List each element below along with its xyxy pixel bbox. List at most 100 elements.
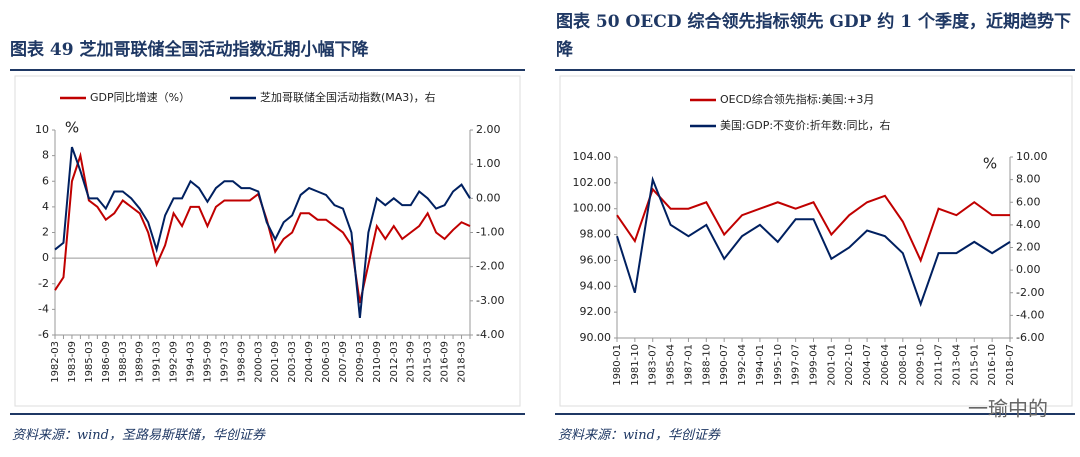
- y-tick-label: 1.00: [476, 157, 501, 170]
- x-tick-label: 1997-07: [791, 344, 802, 386]
- y-tick-label: -2.00: [1016, 286, 1044, 299]
- x-tick-label: 2006-04: [880, 344, 891, 386]
- y-tick-label: -6.00: [1016, 331, 1044, 344]
- y-tick-label: 96.00: [580, 253, 612, 266]
- x-tick-label: 2016-09: [440, 341, 451, 383]
- y-tick-label: 8: [42, 149, 49, 162]
- y-tick-label: 102.00: [573, 176, 612, 189]
- x-tick-label: 1994-03: [186, 341, 197, 383]
- x-tick-label: 2007-09: [338, 341, 349, 383]
- x-tick-label: 1995-10: [773, 344, 784, 386]
- x-tick-label: 2001-01: [826, 344, 837, 386]
- frame: [559, 75, 1073, 407]
- x-tick-label: 1991-03: [152, 341, 163, 383]
- y-tick-label: 0.00: [1016, 263, 1041, 276]
- y-tick-label: 98.00: [580, 228, 612, 241]
- x-tick-label: 2001-09: [270, 341, 281, 383]
- x-tick-label: 2004-07: [862, 344, 873, 386]
- y-tick-label: 4: [42, 200, 49, 213]
- x-tick-label: 2011-07: [934, 344, 945, 386]
- legend-label: OECD综合领先指标:美国:+3月: [720, 92, 874, 106]
- x-tick-label: 1988-10: [701, 344, 712, 386]
- y-tick-label: 6: [42, 174, 49, 187]
- x-tick-label: 1983-09: [67, 341, 78, 383]
- x-tick-label: 2009-10: [916, 344, 927, 386]
- source: 资料来源：wind，圣路易斯联储，华创证券: [12, 428, 265, 443]
- x-tick-label: 1997-03: [219, 341, 230, 383]
- x-tick-label: 1980-01: [612, 344, 623, 386]
- y-tick-label: 8.00: [1016, 173, 1041, 186]
- x-tick-label: 2018-03: [457, 341, 468, 383]
- x-tick-label: 1982-03: [50, 341, 61, 383]
- y-tick-label: 0.00: [476, 191, 501, 204]
- y-tick-label: -2.00: [476, 260, 504, 273]
- x-tick-label: 1990-07: [719, 344, 730, 386]
- y-tick-label: 94.00: [580, 279, 612, 292]
- x-tick-label: 2006-03: [321, 341, 332, 383]
- x-tick-label: 1999-04: [809, 344, 820, 386]
- x-tick-label: 1992-04: [737, 344, 748, 386]
- y-tick-label: -2: [38, 277, 49, 290]
- x-tick-label: 1986-09: [101, 341, 112, 383]
- y-tick-label: -4.00: [1016, 308, 1044, 321]
- x-tick-label: 1995-09: [202, 341, 213, 383]
- y-tick-label: -6: [38, 328, 49, 341]
- series-line: [54, 151, 471, 304]
- y-tick-label: 10: [35, 123, 49, 136]
- x-tick-label: 2013-04: [951, 344, 962, 386]
- y-tick-label: -1.00: [476, 226, 504, 239]
- x-tick-label: 2004-09: [304, 341, 315, 383]
- x-tick-label: 2015-01: [969, 344, 980, 386]
- y-tick-label: -4.00: [476, 328, 504, 341]
- y-tick-label: 2.00: [476, 123, 501, 136]
- y-tick-label: 0: [42, 251, 49, 264]
- series-line: [616, 175, 1011, 308]
- annotation: %: [983, 155, 997, 173]
- series-line: [616, 187, 1010, 264]
- x-tick-label: 1998-09: [236, 341, 247, 383]
- legend-label: 芝加哥联储全国活动指数(MA3)，右: [260, 90, 436, 104]
- y-tick-label: 2: [42, 226, 49, 239]
- x-tick-label: 2003-03: [287, 341, 298, 383]
- x-tick-label: 1987-01: [683, 344, 694, 386]
- y-tick-label: 4.00: [1016, 218, 1041, 231]
- x-tick-label: 2010-09: [372, 341, 383, 383]
- x-tick-label: 1983-07: [648, 344, 659, 386]
- watermark: 一瑜中的: [968, 397, 1048, 421]
- x-tick-label: 1992-09: [169, 341, 180, 383]
- series-line: [54, 146, 471, 319]
- x-tick-label: 2018-07: [1005, 344, 1016, 386]
- chart-title: 图表 49 芝加哥联储全国活动指数近期小幅下降: [10, 40, 369, 60]
- y-tick-label: 2.00: [1016, 241, 1041, 254]
- x-tick-label: 1988-03: [118, 341, 129, 383]
- x-tick-label: 2008-01: [898, 344, 909, 386]
- x-tick-label: 1985-04: [666, 344, 677, 386]
- source: 资料来源：wind，华创证券: [558, 428, 720, 443]
- x-tick-label: 2002-10: [844, 344, 855, 386]
- legend-label: GDP同比增速（%）: [90, 90, 190, 104]
- annotation: %: [65, 119, 79, 137]
- y-tick-label: 100.00: [573, 202, 612, 215]
- x-tick-label: 1989-09: [135, 341, 146, 383]
- x-tick-label: 1981-10: [630, 344, 641, 386]
- x-tick-label: 2015-03: [423, 341, 434, 383]
- y-tick-label: -3.00: [476, 294, 504, 307]
- x-tick-label: 2013-09: [406, 341, 417, 383]
- x-tick-label: 2016-10: [987, 344, 998, 386]
- y-tick-label: 6.00: [1016, 195, 1041, 208]
- x-tick-label: 1994-01: [755, 344, 766, 386]
- frame: [14, 75, 521, 407]
- x-tick-label: 2000-03: [253, 341, 264, 383]
- y-tick-label: 92.00: [580, 305, 612, 318]
- x-tick-label: 2012-03: [389, 341, 400, 383]
- y-tick-label: -4: [38, 302, 49, 315]
- chart-title: 图表 50 OECD 综合领先指标领先 GDP 约 1 个季度，近期趋势下降: [556, 12, 1071, 60]
- legend-label: 美国:GDP:不变价:折年数:同比，右: [720, 118, 890, 132]
- x-tick-label: 1985-03: [84, 341, 95, 383]
- x-tick-label: 2009-03: [355, 341, 366, 383]
- y-tick-label: 90.00: [580, 331, 612, 344]
- y-tick-label: 10.00: [1016, 150, 1048, 163]
- y-tick-label: 104.00: [573, 150, 612, 163]
